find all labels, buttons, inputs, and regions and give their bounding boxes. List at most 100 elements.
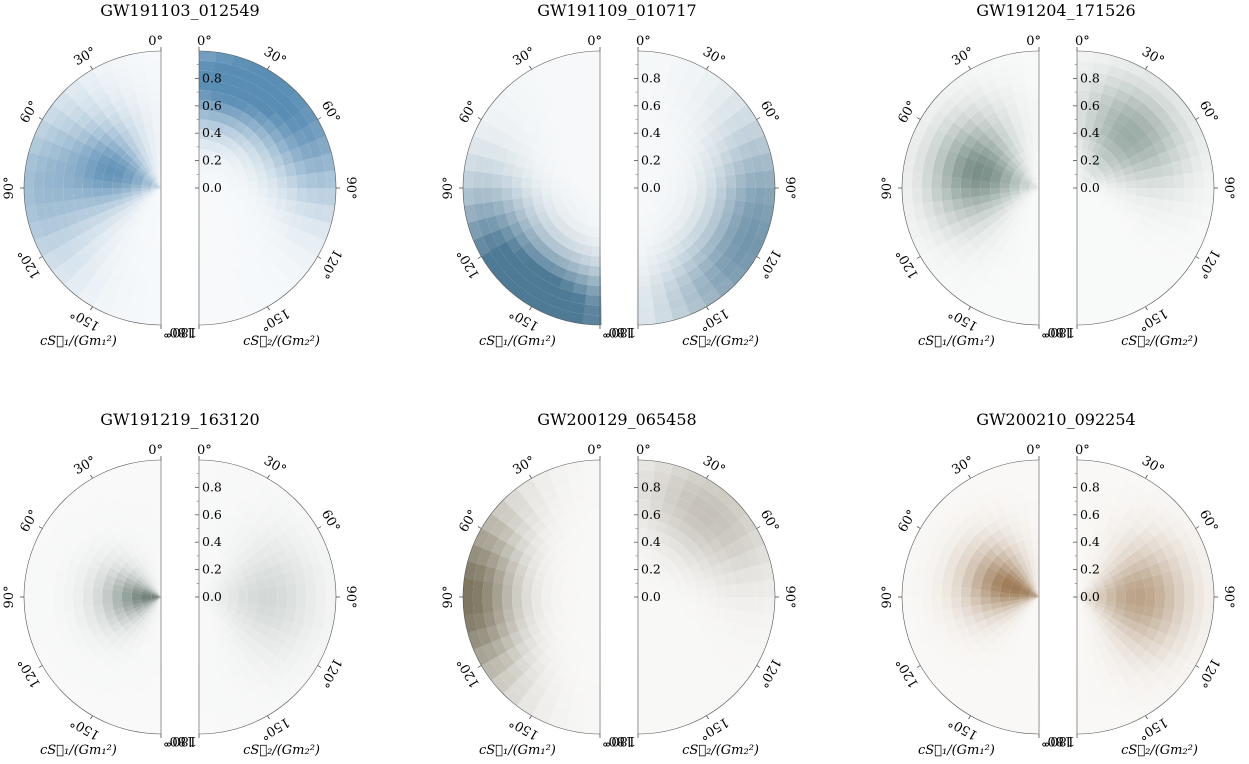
density-cell <box>540 257 557 274</box>
density-cell <box>555 287 574 302</box>
density-cell <box>1133 170 1146 181</box>
density-cell <box>1087 213 1097 225</box>
density-cell <box>130 554 142 567</box>
density-cell <box>582 723 602 735</box>
angle-tick-label: 90° <box>343 176 358 199</box>
density-cell <box>654 195 666 203</box>
density-cell <box>325 170 336 190</box>
density-cell <box>1001 269 1018 283</box>
density-cell <box>565 215 577 228</box>
density-cell <box>564 719 585 734</box>
density-cell <box>650 233 661 245</box>
density-cell <box>137 509 151 522</box>
density-cell <box>1161 650 1179 670</box>
density-cell <box>582 612 591 623</box>
density-cell <box>92 707 114 725</box>
density-cell <box>63 608 77 624</box>
density-cell <box>663 608 675 617</box>
density-cell <box>1025 90 1039 101</box>
angle-tick-label: 0° <box>1026 443 1041 458</box>
density-cell <box>514 563 528 578</box>
density-cell <box>198 664 210 676</box>
density-cell <box>585 160 593 172</box>
density-cell <box>289 146 304 164</box>
density-cell <box>1085 178 1096 185</box>
density-cell <box>638 188 646 195</box>
density-cell <box>988 621 1001 634</box>
density-cell <box>1077 589 1084 597</box>
density-cell <box>637 197 641 208</box>
density-cell <box>1088 90 1104 104</box>
density-cell <box>228 550 241 563</box>
density-cell <box>589 558 597 569</box>
density-cell <box>667 550 680 563</box>
density-cell <box>199 593 209 597</box>
density-cell <box>574 273 590 286</box>
density-cell <box>288 674 308 695</box>
density-cell <box>216 565 227 577</box>
density-cell <box>237 181 248 189</box>
density-cell <box>276 488 297 508</box>
density-cell <box>1031 169 1037 179</box>
density-cell <box>211 642 222 654</box>
density-cell <box>1083 174 1093 183</box>
density-cell <box>1162 571 1175 587</box>
density-cell <box>324 597 336 617</box>
density-cell <box>143 653 154 666</box>
density-cell <box>999 597 1010 603</box>
density-cell <box>74 520 92 539</box>
density-cell <box>118 493 136 507</box>
density-cell <box>655 156 666 168</box>
density-cell <box>1092 470 1112 484</box>
density-cell <box>1008 145 1020 158</box>
density-cell <box>1167 555 1182 573</box>
density-cell <box>638 99 651 111</box>
density-cell <box>247 188 258 197</box>
density-cell <box>222 215 234 228</box>
density-cell <box>1154 597 1166 610</box>
density-cell <box>1027 265 1040 277</box>
density-cell <box>147 194 156 204</box>
density-cell <box>1086 203 1095 214</box>
density-cell <box>198 616 203 627</box>
density-cell <box>686 470 708 488</box>
density-cell <box>984 206 997 218</box>
density-cell <box>228 128 242 142</box>
density-cell <box>551 181 562 189</box>
density-cell <box>984 88 1002 104</box>
density-cell <box>560 182 571 189</box>
density-cell <box>1094 208 1105 220</box>
density-cell <box>557 158 569 169</box>
density-cell <box>211 81 228 94</box>
density-cell <box>1108 714 1130 730</box>
density-cell <box>153 206 159 218</box>
angle-tick-label: 30° <box>72 45 99 70</box>
density-cell <box>95 674 113 691</box>
density-cell <box>1082 235 1093 247</box>
density-cell <box>701 69 723 88</box>
density-cell <box>463 170 474 190</box>
density-cell <box>1031 236 1040 247</box>
density-cell <box>970 179 981 189</box>
density-cell <box>1018 254 1031 266</box>
density-cell <box>592 188 600 195</box>
density-cell <box>1117 281 1136 297</box>
density-cell <box>217 180 229 186</box>
density-cell <box>107 681 125 697</box>
density-cell <box>286 597 297 611</box>
density-cell <box>1011 282 1028 295</box>
density-cell <box>199 597 209 601</box>
density-cell <box>101 626 115 640</box>
density-cell <box>974 70 995 87</box>
density-cell <box>1152 574 1165 588</box>
density-cell <box>154 589 161 597</box>
density-cell <box>52 129 68 148</box>
density-cell <box>646 110 660 123</box>
density-cell <box>227 600 238 608</box>
density-cell <box>158 188 161 198</box>
density-cell <box>214 61 234 75</box>
density-cell <box>653 470 673 484</box>
density-cell <box>77 264 97 282</box>
angle-tick <box>706 65 709 70</box>
density-cell <box>1030 129 1039 140</box>
